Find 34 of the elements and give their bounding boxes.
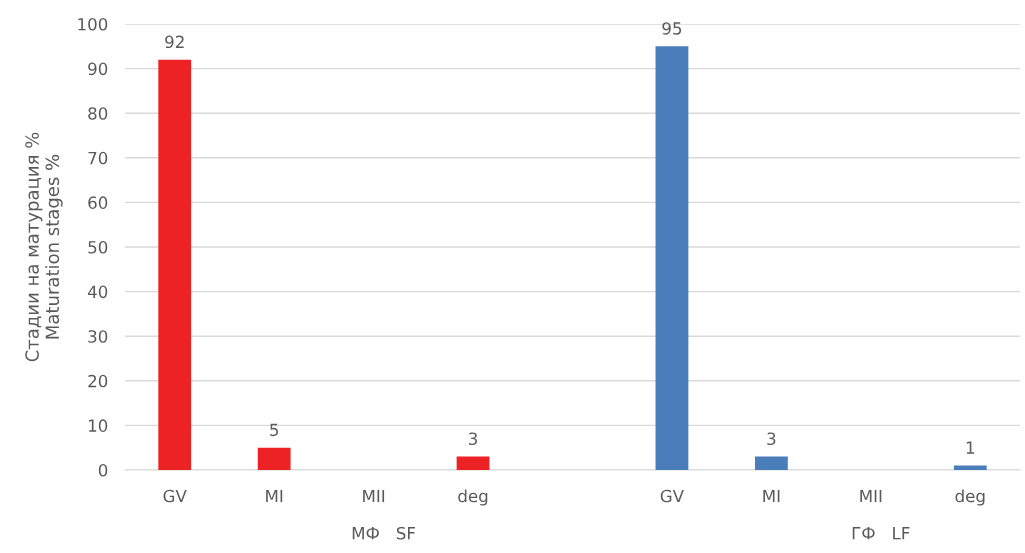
y-axis-title: Стадии на матурация % Maturation stages % — [25, 132, 63, 362]
text: ГФ LF — [852, 527, 910, 540]
y-tick-label: 40 — [87, 285, 108, 299]
bar — [754, 456, 788, 470]
y-tick-label: 80 — [88, 107, 108, 120]
y-tick-label: 70 — [88, 151, 108, 165]
x-tick-label: MI — [763, 489, 780, 503]
y-tick-label: 10 — [88, 419, 108, 432]
data-label: 3 — [767, 432, 776, 446]
x-tick-label: MI — [266, 489, 283, 503]
x-tick-label: GV — [660, 489, 684, 503]
x-tick-label: GV — [163, 489, 187, 503]
bar — [655, 46, 689, 470]
x-tick-label: deg — [458, 489, 488, 506]
x-tick-label: MII — [363, 489, 385, 503]
data-label: 95 — [662, 22, 682, 35]
data-label: 3 — [469, 432, 478, 446]
y-tick-label: 100 — [78, 17, 108, 31]
y-tick-label: 30 — [88, 330, 108, 343]
data-label: 5 — [270, 423, 279, 437]
data-label: 92 — [165, 35, 184, 49]
bar — [257, 447, 291, 470]
x-tick-label: MII — [860, 489, 882, 503]
x-tick-label: deg — [955, 489, 985, 506]
y-tick-label: 0 — [98, 463, 108, 477]
y-tick-label: 60 — [88, 196, 108, 209]
bar — [456, 456, 490, 470]
bar — [158, 59, 192, 470]
data-label: 1 — [966, 441, 975, 454]
text: МФ SF — [352, 526, 415, 540]
y-tick-label: 20 — [88, 374, 108, 388]
y-tick-label: 90 — [88, 62, 108, 76]
bar — [953, 465, 987, 470]
y-tick-label: 50 — [88, 240, 108, 254]
